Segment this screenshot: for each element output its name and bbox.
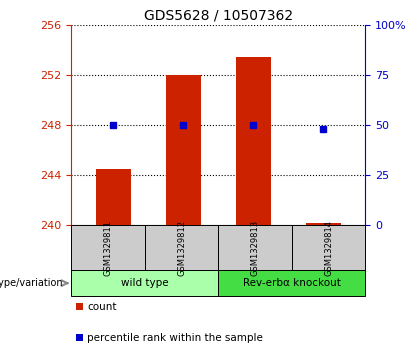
Bar xyxy=(96,169,131,225)
Text: GSM1329814: GSM1329814 xyxy=(324,220,333,276)
Text: percentile rank within the sample: percentile rank within the sample xyxy=(87,333,263,343)
Text: wild type: wild type xyxy=(121,278,169,288)
Text: Rev-erbα knockout: Rev-erbα knockout xyxy=(243,278,341,288)
Text: GSM1329812: GSM1329812 xyxy=(177,220,186,276)
Text: genotype/variation: genotype/variation xyxy=(0,278,63,288)
Text: GSM1329813: GSM1329813 xyxy=(251,220,260,276)
Bar xyxy=(236,57,271,225)
Text: GSM1329811: GSM1329811 xyxy=(104,220,113,276)
Bar xyxy=(306,223,341,225)
Text: count: count xyxy=(87,302,117,312)
Title: GDS5628 / 10507362: GDS5628 / 10507362 xyxy=(144,9,293,23)
Bar xyxy=(166,75,201,225)
